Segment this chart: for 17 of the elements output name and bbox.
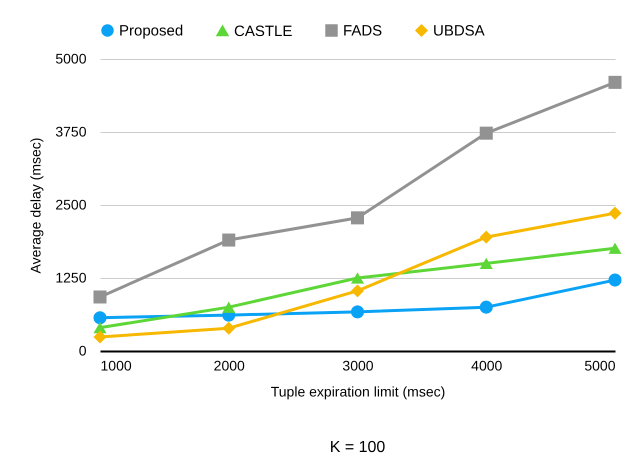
x-tick-label: 1000 [100, 358, 132, 374]
y-tick-label: 3750 [55, 124, 87, 140]
legend-label: Proposed [119, 22, 184, 40]
legend-label: CASTLE [234, 22, 292, 40]
x-tick-label: 4000 [471, 358, 503, 374]
y-tick-label: 5000 [55, 50, 87, 66]
y-tick-label: 2500 [55, 196, 87, 212]
y-tick-label: 0 [78, 342, 87, 358]
x-tick-label: 5000 [584, 358, 616, 374]
y-tick-label: 1250 [55, 270, 87, 286]
text: K = 100 [330, 439, 386, 456]
y-axis-title: Average delay (msec) [27, 138, 44, 274]
x-tick-label: 2000 [214, 358, 246, 374]
legend-label: UBDSA [433, 22, 485, 40]
x-axis-title: Tuple expiration limit (msec) [270, 384, 446, 400]
legend-label: FADS [343, 22, 382, 40]
x-tick-label: 3000 [342, 358, 374, 374]
